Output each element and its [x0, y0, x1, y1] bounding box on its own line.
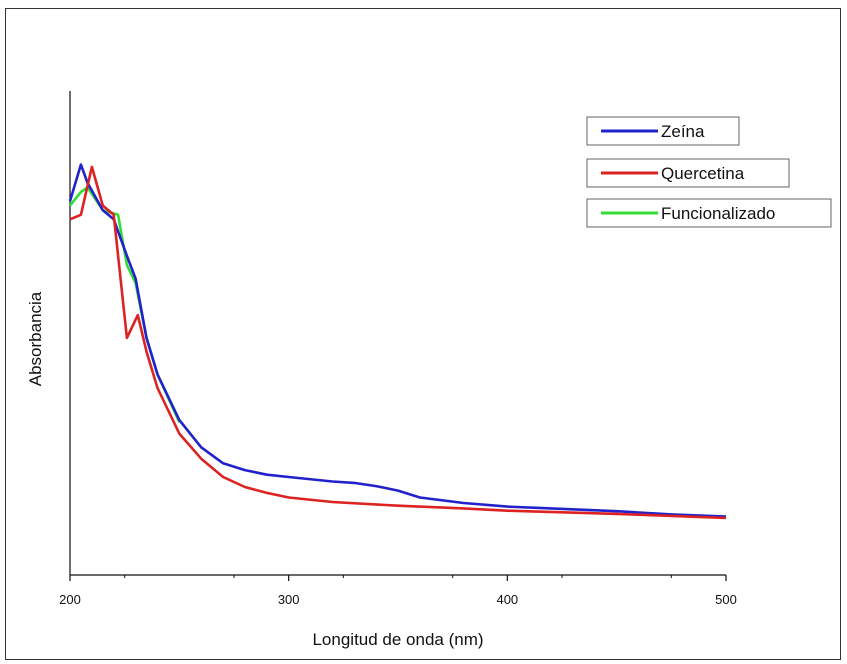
x-tick-label-500: 500 — [715, 592, 737, 607]
x-tick-label-300: 300 — [278, 592, 300, 607]
x-tick-label-200: 200 — [59, 592, 81, 607]
x-ticks: 200 300 400 500 — [59, 575, 737, 607]
plot-lines — [68, 163, 727, 520]
series-line-quercetina — [69, 165, 727, 520]
legend: Zeína Quercetina Funcionalizado — [586, 116, 832, 228]
legend-label: Zeína — [661, 122, 705, 141]
legend-item-ze-na: Zeína — [586, 116, 740, 146]
y-axis-title: Absorbancia — [26, 291, 45, 386]
chart-frame: 200 300 400 500 Longitud de onda (nm) Absor… — [5, 8, 841, 660]
legend-label: Quercetina — [661, 164, 745, 183]
legend-label: Funcionalizado — [661, 204, 775, 223]
legend-item-funcionalizado: Funcionalizado — [586, 198, 832, 228]
x-axis-title: Longitud de onda (nm) — [312, 630, 483, 649]
axes — [69, 91, 726, 576]
x-tick-label-400: 400 — [496, 592, 518, 607]
line-chart: 200 300 400 500 Longitud de onda (nm) Absor… — [26, 91, 832, 649]
legend-item-quercetina: Quercetina — [586, 158, 790, 188]
